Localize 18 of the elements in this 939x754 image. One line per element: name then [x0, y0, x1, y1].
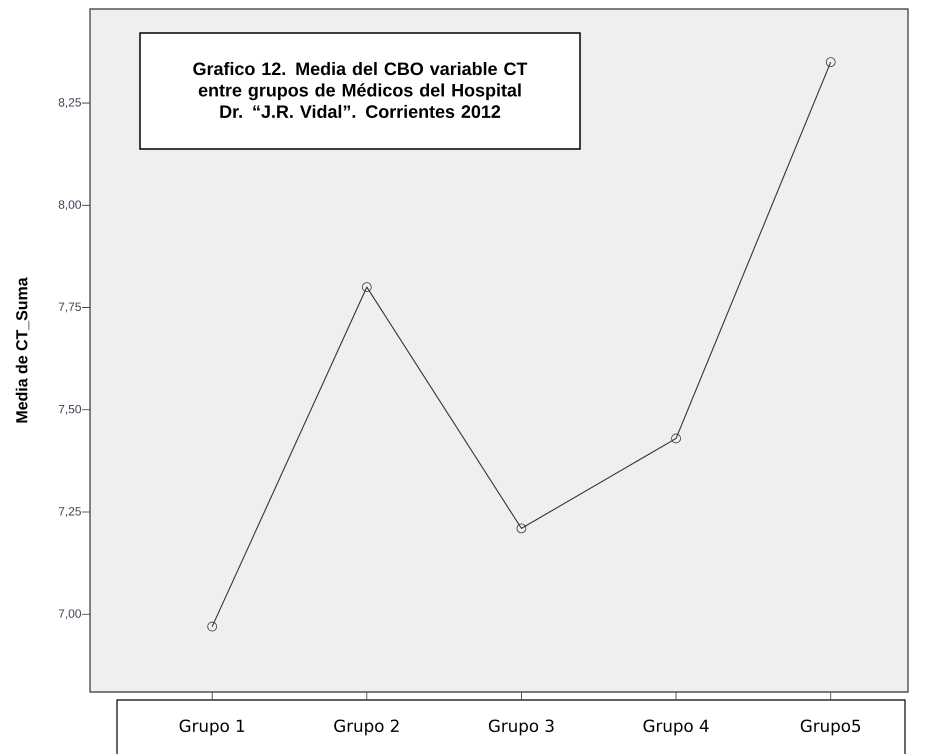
x-tick-label: Grupo 2	[334, 720, 399, 736]
y-axis-title: Media de CT_Suma	[16, 277, 30, 422]
point	[207, 622, 218, 632]
y-tick-label: 7,75	[58, 302, 81, 312]
point	[671, 434, 681, 444]
point	[362, 282, 372, 292]
point	[516, 523, 526, 534]
y-tick-label: 7,25	[58, 507, 81, 517]
text: Grafico 12. Media del CBO variable CT entre grupos de Médicos del Hospital Dr. “J.R. Vidal”. Corrientes 2012	[193, 62, 528, 118]
x-tick-label: Grupo 3	[488, 720, 554, 736]
y-tick-label: 8,00	[58, 200, 82, 210]
y-tick-label: 7,00	[58, 609, 82, 620]
x-tick-label: Grupo 4	[644, 720, 709, 736]
y-tick-label: 8,25	[58, 98, 81, 108]
y-tick-label: 7,50	[58, 404, 82, 415]
x-tick-label: Grupo5	[800, 720, 860, 736]
point	[826, 57, 836, 68]
x-tick-label: Grupo 1	[180, 720, 244, 736]
